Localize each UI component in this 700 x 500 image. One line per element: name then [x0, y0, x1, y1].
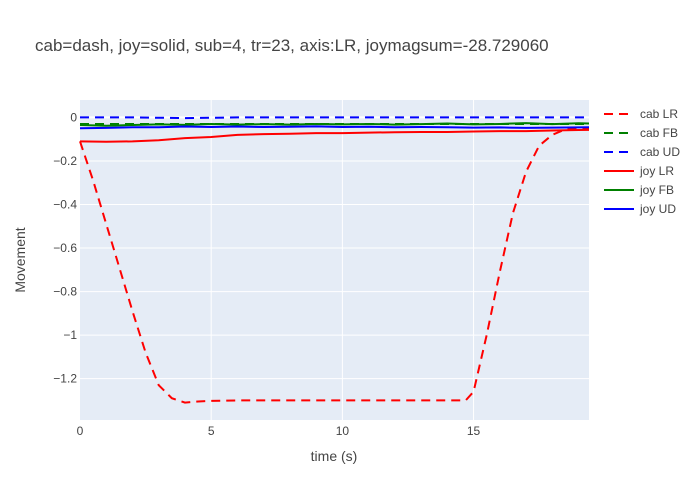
y-tick-label: −0.4	[53, 197, 77, 211]
chart-title: cab=dash, joy=solid, sub=4, tr=23, axis:…	[35, 36, 549, 55]
legend-label: cab UD	[640, 145, 680, 159]
legend-label: joy UD	[639, 202, 676, 216]
legend-item-cab-fb[interactable]: cab FB	[604, 126, 678, 140]
x-tick-labels: 0 5 10 15	[77, 424, 481, 438]
plot-area	[80, 100, 589, 420]
x-tick-label: 15	[467, 424, 481, 438]
series-lines	[79, 116, 590, 404]
series-line-joy-ud	[79, 125, 590, 130]
legend-item-joy-lr[interactable]: joy LR	[604, 164, 674, 178]
y-tick-label: −0.6	[53, 241, 77, 255]
y-tick-label: 0	[70, 110, 77, 124]
y-tick-label: −1	[63, 328, 77, 342]
legend-item-joy-fb[interactable]: joy FB	[604, 183, 674, 197]
x-tick-label: 10	[336, 424, 350, 438]
legend-label: joy LR	[639, 164, 674, 178]
x-axis-title: time (s)	[311, 448, 358, 464]
y-axis-title: Movement	[12, 227, 28, 292]
legend-label: cab LR	[640, 107, 678, 121]
series-line-cab-ud	[80, 116, 589, 120]
legend-item-joy-ud[interactable]: joy UD	[604, 202, 676, 216]
legend-item-cab-lr[interactable]: cab LR	[604, 107, 678, 121]
x-tick-label: 0	[77, 424, 84, 438]
legend-label: joy FB	[639, 183, 674, 197]
series-line-joy-fb	[79, 122, 590, 127]
legend[interactable]: cab LR cab FB cab UD joy LR joy FB joy UD	[604, 107, 680, 216]
legend-item-cab-ud[interactable]: cab UD	[604, 145, 680, 159]
y-tick-label: −0.2	[53, 154, 77, 168]
legend-label: cab FB	[640, 126, 678, 140]
x-tick-label: 5	[208, 424, 215, 438]
series-line-joy-lr	[79, 128, 590, 143]
y-tick-label: −0.8	[53, 285, 77, 299]
y-tick-labels: 0 −0.2 −0.4 −0.6 −0.8 −1 −1.2	[53, 110, 77, 385]
y-tick-label: −1.2	[53, 372, 77, 386]
